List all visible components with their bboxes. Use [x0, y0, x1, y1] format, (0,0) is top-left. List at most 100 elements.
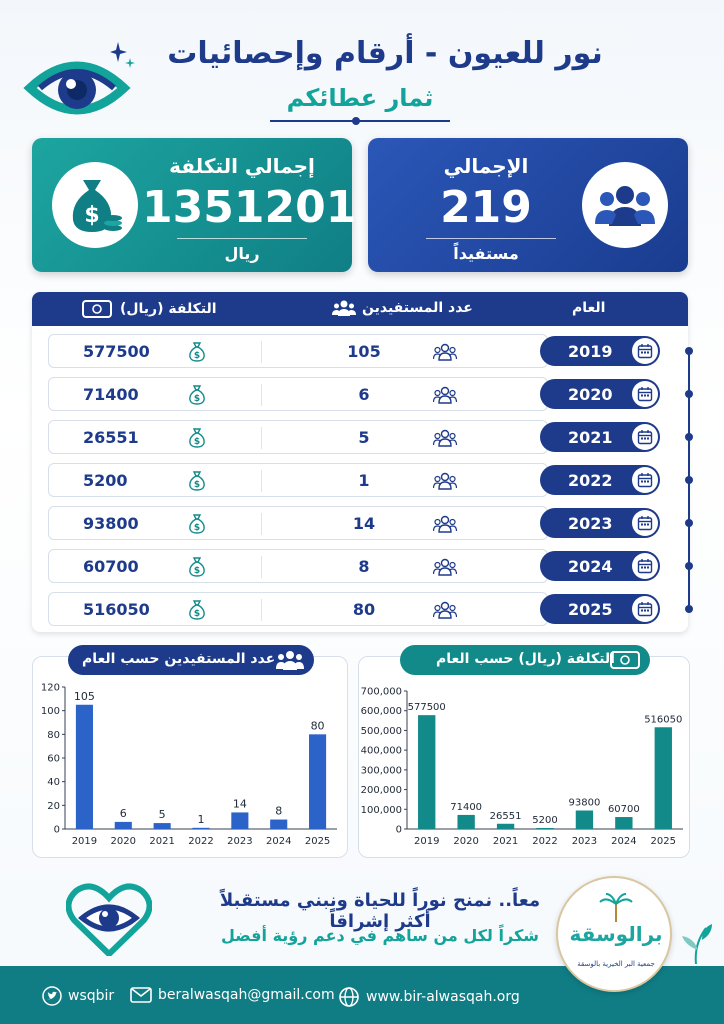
- row-card: 71400 $6: [48, 377, 548, 411]
- page-title: نور للعيون - أرقام وإحصائيات: [167, 36, 603, 71]
- total-beneficiaries-value: 219: [440, 182, 532, 233]
- svg-text:$: $: [194, 394, 200, 404]
- timeline-dot: [685, 390, 693, 398]
- cost-chart-title-tag: التكلفة (ريال) حسب العام: [400, 645, 650, 675]
- beneficiaries-bar-chart: 0 20 40 60 80 100 120 2019 105 2020 6 2021 5 2022 1 202…: [41, 683, 337, 847]
- banknote-icon: [82, 300, 112, 318]
- svg-text:$: $: [194, 480, 200, 490]
- row-divider: [261, 427, 262, 449]
- data-label: 1: [198, 813, 205, 826]
- svg-text:$: $: [194, 437, 200, 447]
- total-cost-unit: ريال: [224, 244, 260, 263]
- row-beneficiaries: 1: [358, 471, 370, 490]
- row-cost: 60700: [83, 557, 139, 576]
- people-group-icon: [433, 515, 457, 533]
- y-tick-label: 40: [47, 777, 60, 788]
- bar-2021: [496, 823, 515, 829]
- leaf-decoration-icon: [682, 924, 712, 964]
- svg-text:$: $: [194, 523, 200, 533]
- footer-thanks: شكراً لكل من ساهم في دعم رؤية أفضل: [221, 926, 539, 945]
- money-bag-icon: $: [189, 514, 205, 534]
- twitter-handle: wsqbir: [68, 988, 115, 1004]
- people-group-icon: [433, 601, 457, 619]
- bar-2023: [231, 812, 249, 829]
- calendar-icon: [632, 338, 658, 364]
- row-card: 577500 $105: [48, 334, 548, 368]
- people-group-icon: [582, 162, 668, 248]
- total-cost-card: $ إجمالي التكلفة 1351201 ريال: [32, 138, 356, 272]
- twitter-contact[interactable]: wsqbir: [42, 986, 114, 1006]
- money-bag-icon: $: [189, 428, 205, 448]
- y-tick-label: 400,000: [361, 746, 402, 757]
- page-subtitle: ثمار عطائكم: [286, 84, 434, 112]
- subtitle-divider: [270, 120, 450, 122]
- data-label: 26551: [490, 811, 522, 822]
- row-year-badge: 2025: [540, 594, 660, 624]
- row-card: 60700 $8: [48, 549, 548, 583]
- y-tick-label: 20: [47, 801, 60, 812]
- y-tick-label: 600,000: [361, 706, 402, 717]
- row-cost: 26551: [83, 428, 139, 447]
- row-divider: [261, 513, 262, 535]
- x-tick-label: 2022: [532, 836, 557, 847]
- bar-2024: [615, 817, 633, 829]
- x-tick-label: 2019: [72, 836, 97, 847]
- data-label: 5200: [532, 815, 557, 826]
- row-divider: [261, 384, 262, 406]
- table-row: 577500 $105 2019: [48, 334, 688, 368]
- row-cost: 93800: [83, 514, 139, 533]
- people-group-icon: [433, 386, 457, 404]
- row-cost: 516050: [83, 600, 150, 619]
- row-card: 26551 $5: [48, 420, 548, 454]
- twitter-icon: [42, 986, 62, 1006]
- svg-text:$: $: [194, 566, 200, 576]
- cost-chart-title: التكلفة (ريال) حسب العام: [436, 651, 615, 667]
- bar-2022: [536, 827, 554, 829]
- organization-logo: برالوسقة جمعية البر الخيرية بالوسقة: [556, 876, 672, 992]
- calendar-icon: [632, 424, 658, 450]
- x-tick-label: 2023: [572, 836, 597, 847]
- x-tick-label: 2020: [111, 836, 136, 847]
- row-beneficiaries: 14: [352, 514, 376, 533]
- x-tick-label: 2021: [149, 836, 174, 847]
- row-divider: [261, 341, 262, 363]
- row-year-badge: 2019: [540, 336, 660, 366]
- y-tick-label: 80: [47, 730, 60, 741]
- y-tick-label: 0: [396, 825, 402, 836]
- heart-eye-logo-icon: [66, 883, 152, 956]
- row-beneficiaries: 80: [352, 600, 376, 619]
- money-bag-icon: $: [189, 471, 205, 491]
- calendar-icon: [632, 467, 658, 493]
- svg-text:$: $: [194, 351, 200, 361]
- email-contact[interactable]: beralwasqah@gmail.com: [130, 986, 335, 1004]
- y-tick-label: 500,000: [361, 726, 402, 737]
- money-bag-icon: $: [189, 342, 205, 362]
- row-year-badge: 2020: [540, 379, 660, 409]
- row-year: 2019: [568, 342, 613, 361]
- x-tick-label: 2020: [453, 836, 478, 847]
- yearly-stats-table: العام عدد المستفيدين التكلفة (ريال) 5775…: [32, 292, 693, 632]
- bar-2021: [153, 823, 171, 829]
- money-bag-icon: $: [189, 385, 205, 405]
- svg-text:$: $: [194, 609, 200, 619]
- globe-icon: [339, 987, 359, 1007]
- timeline-dot: [685, 347, 693, 355]
- website-contact[interactable]: www.bir-alwasqah.org: [338, 986, 520, 1008]
- bar-2023: [575, 810, 594, 829]
- data-label: 6: [120, 807, 127, 820]
- money-bag-icon: $: [189, 557, 205, 577]
- email-icon: [130, 987, 152, 1003]
- row-cost: 71400: [83, 385, 139, 404]
- bar-2020: [114, 821, 132, 829]
- y-tick-label: 0: [54, 825, 60, 836]
- row-year-badge: 2022: [540, 465, 660, 495]
- row-beneficiaries: 6: [358, 385, 370, 404]
- row-year: 2020: [568, 385, 613, 404]
- y-tick-label: 120: [41, 683, 60, 694]
- row-divider: [261, 470, 262, 492]
- row-divider: [261, 556, 262, 578]
- cost-bar-chart: 0 100,000 200,000 300,000 400,000 500,000 600,…: [361, 687, 683, 847]
- people-group-icon: [433, 343, 457, 361]
- cost-chart-card: 0 100,000 200,000 300,000 400,000 500,000 600,…: [358, 656, 690, 858]
- timeline-dot: [685, 519, 693, 527]
